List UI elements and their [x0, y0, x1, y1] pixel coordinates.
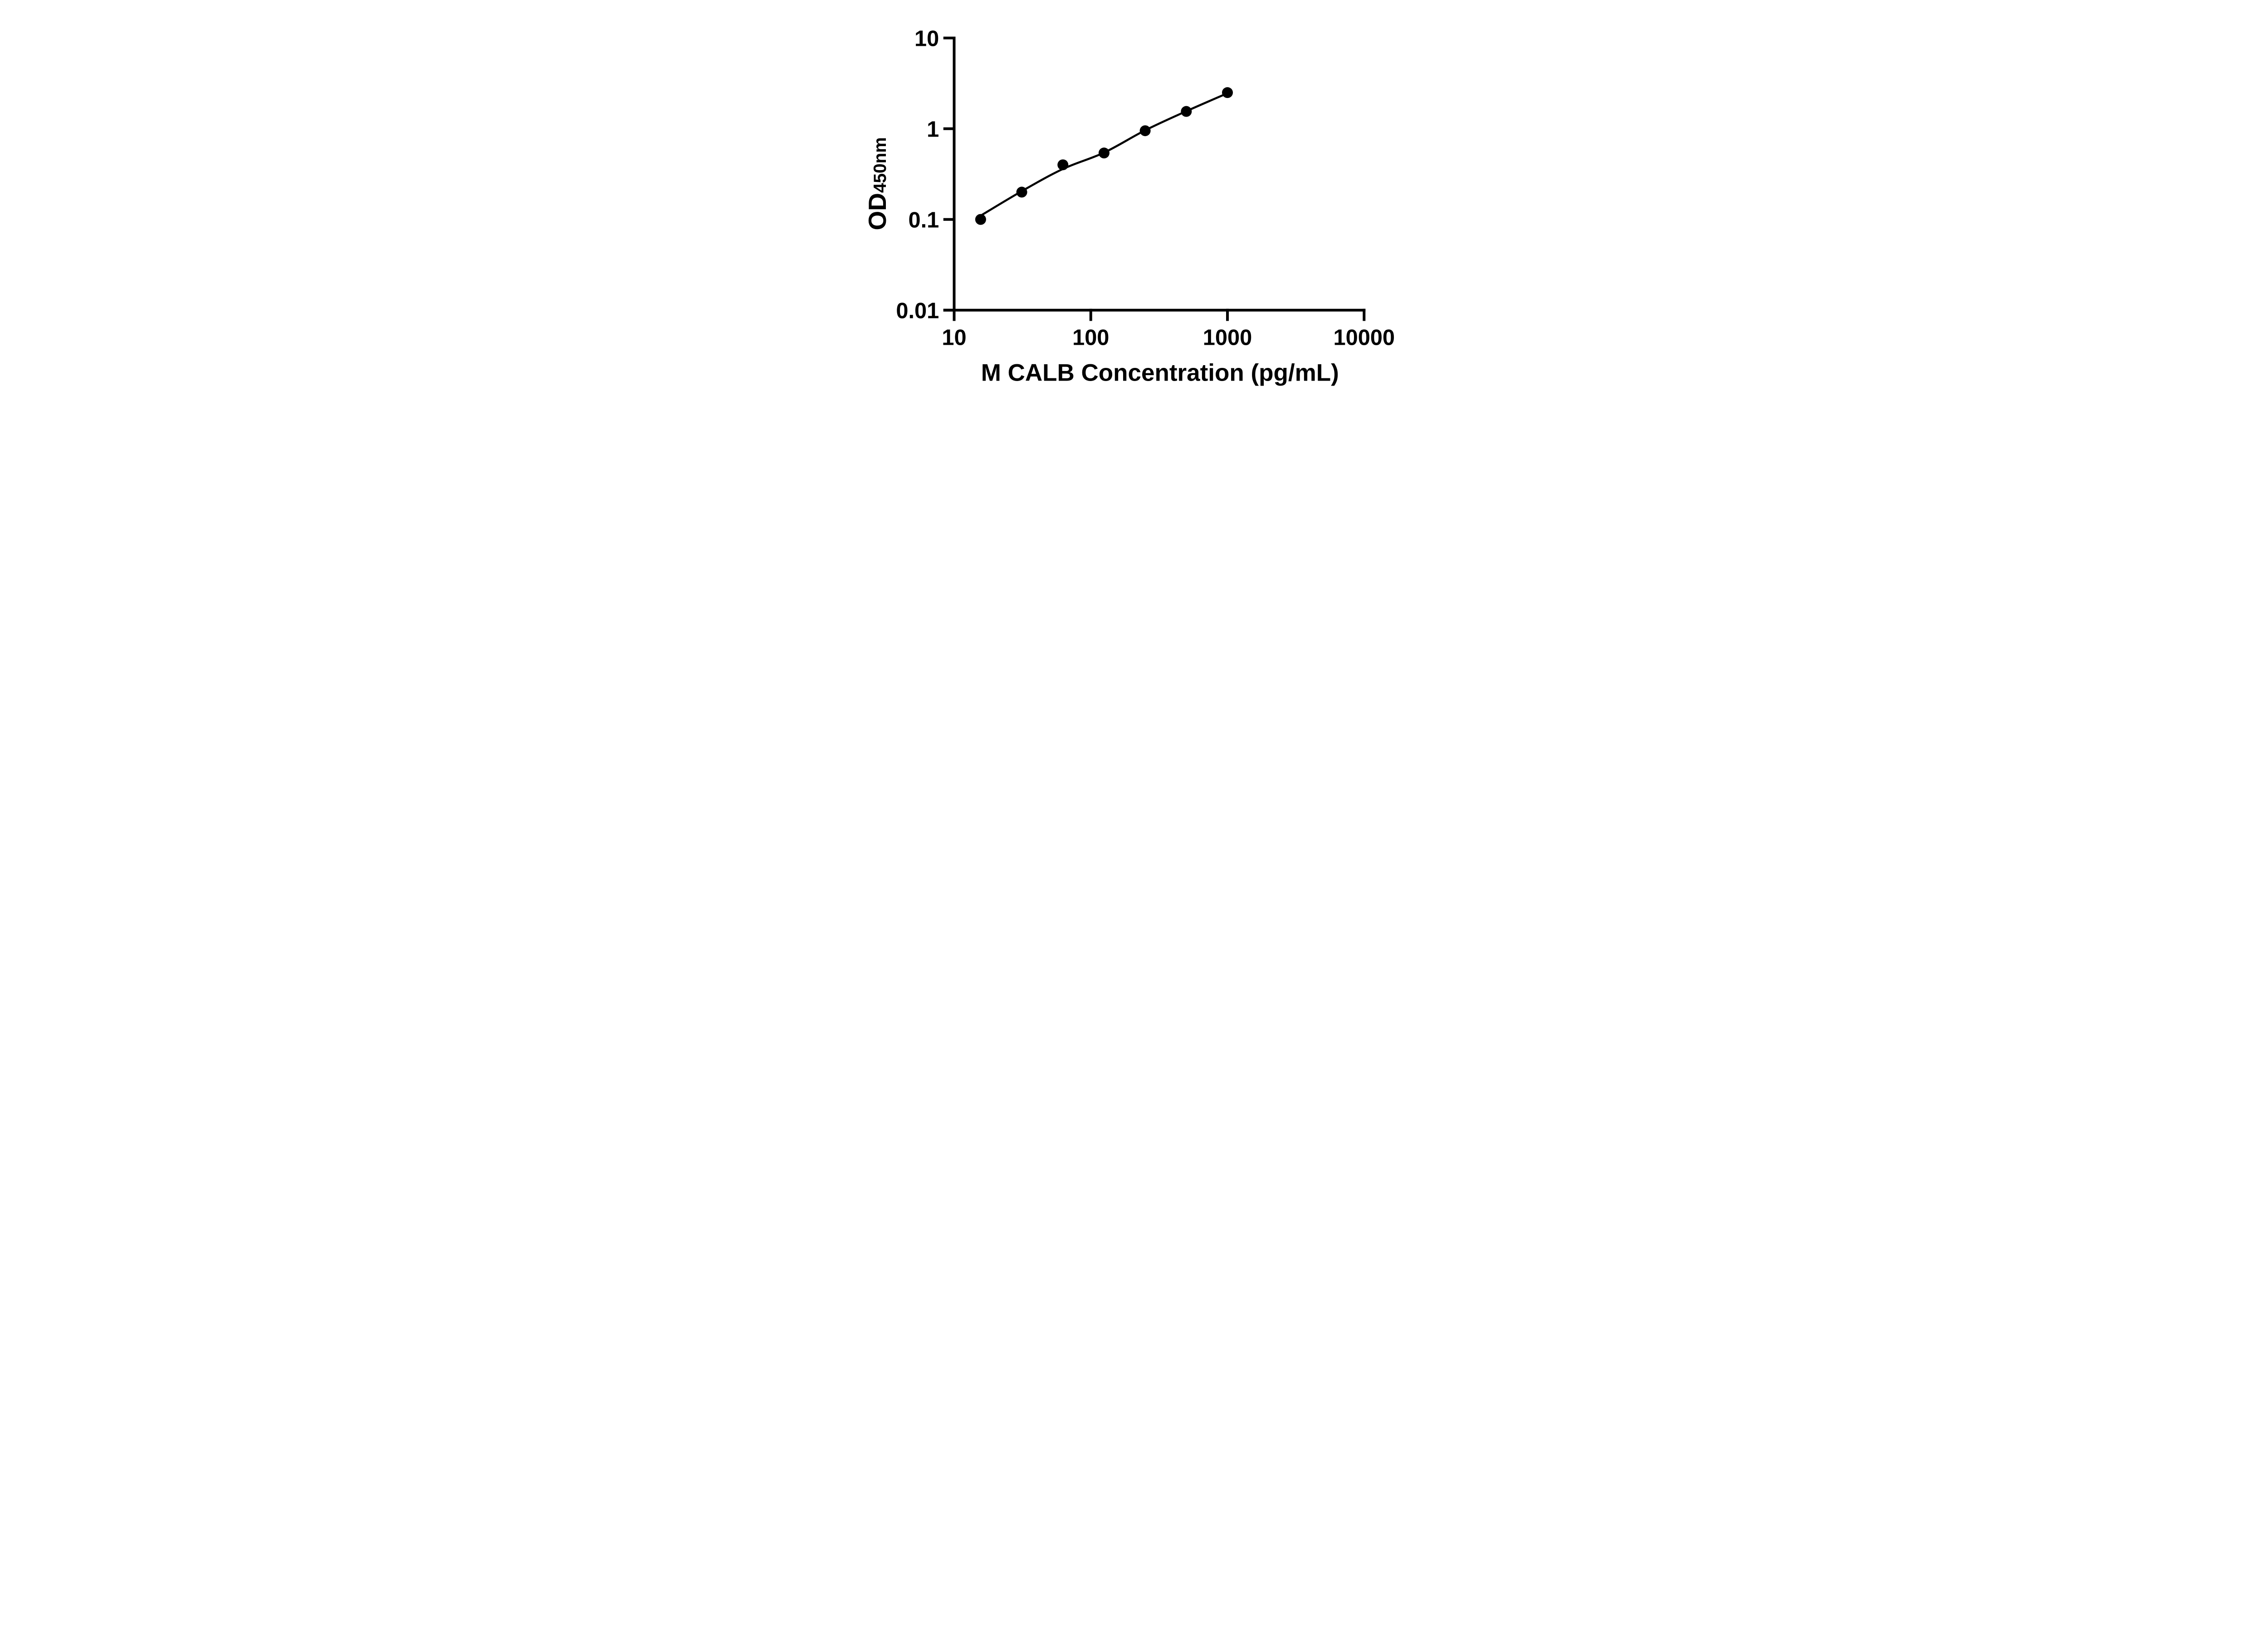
- y-tick-label: 1: [927, 117, 939, 142]
- y-tick-label: 10: [914, 27, 939, 51]
- y-axis-title-main: OD: [863, 193, 891, 230]
- data-point: [1181, 106, 1192, 117]
- data-point: [1139, 125, 1151, 137]
- x-tick-label: 1000: [1203, 326, 1252, 350]
- elisa-standard-curve-figure: 0.01 0.1 1 10 10 100 1000 10000 OD450nm M CALB …: [842, 0, 1426, 408]
- x-tick-label: 10000: [1333, 326, 1395, 350]
- y-tick-label: 0.01: [896, 299, 939, 323]
- standard-curve-chart: 0.01 0.1 1 10 10 100 1000 10000 OD450nm M CALB …: [863, 27, 1395, 386]
- data-point: [1098, 147, 1110, 159]
- y-axis-title: OD450nm: [863, 137, 891, 230]
- y-axis-title-sub: 450nm: [870, 137, 890, 193]
- data-point: [1057, 159, 1069, 171]
- x-axis-title: M CALB Concentration (pg/mL): [981, 360, 1339, 386]
- data-point: [1016, 186, 1027, 198]
- plot-area: 0.01 0.1 1 10 10 100 1000 10000: [896, 27, 1395, 350]
- x-tick-label: 100: [1072, 326, 1109, 350]
- data-point: [1222, 87, 1233, 98]
- data-point: [975, 214, 986, 225]
- y-tick-label: 0.1: [908, 208, 939, 233]
- x-tick-label: 10: [942, 326, 966, 350]
